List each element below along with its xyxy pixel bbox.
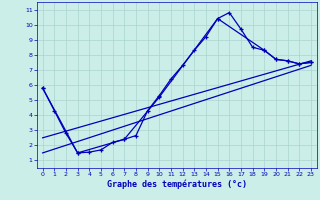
X-axis label: Graphe des températures (°c): Graphe des températures (°c): [107, 180, 247, 189]
